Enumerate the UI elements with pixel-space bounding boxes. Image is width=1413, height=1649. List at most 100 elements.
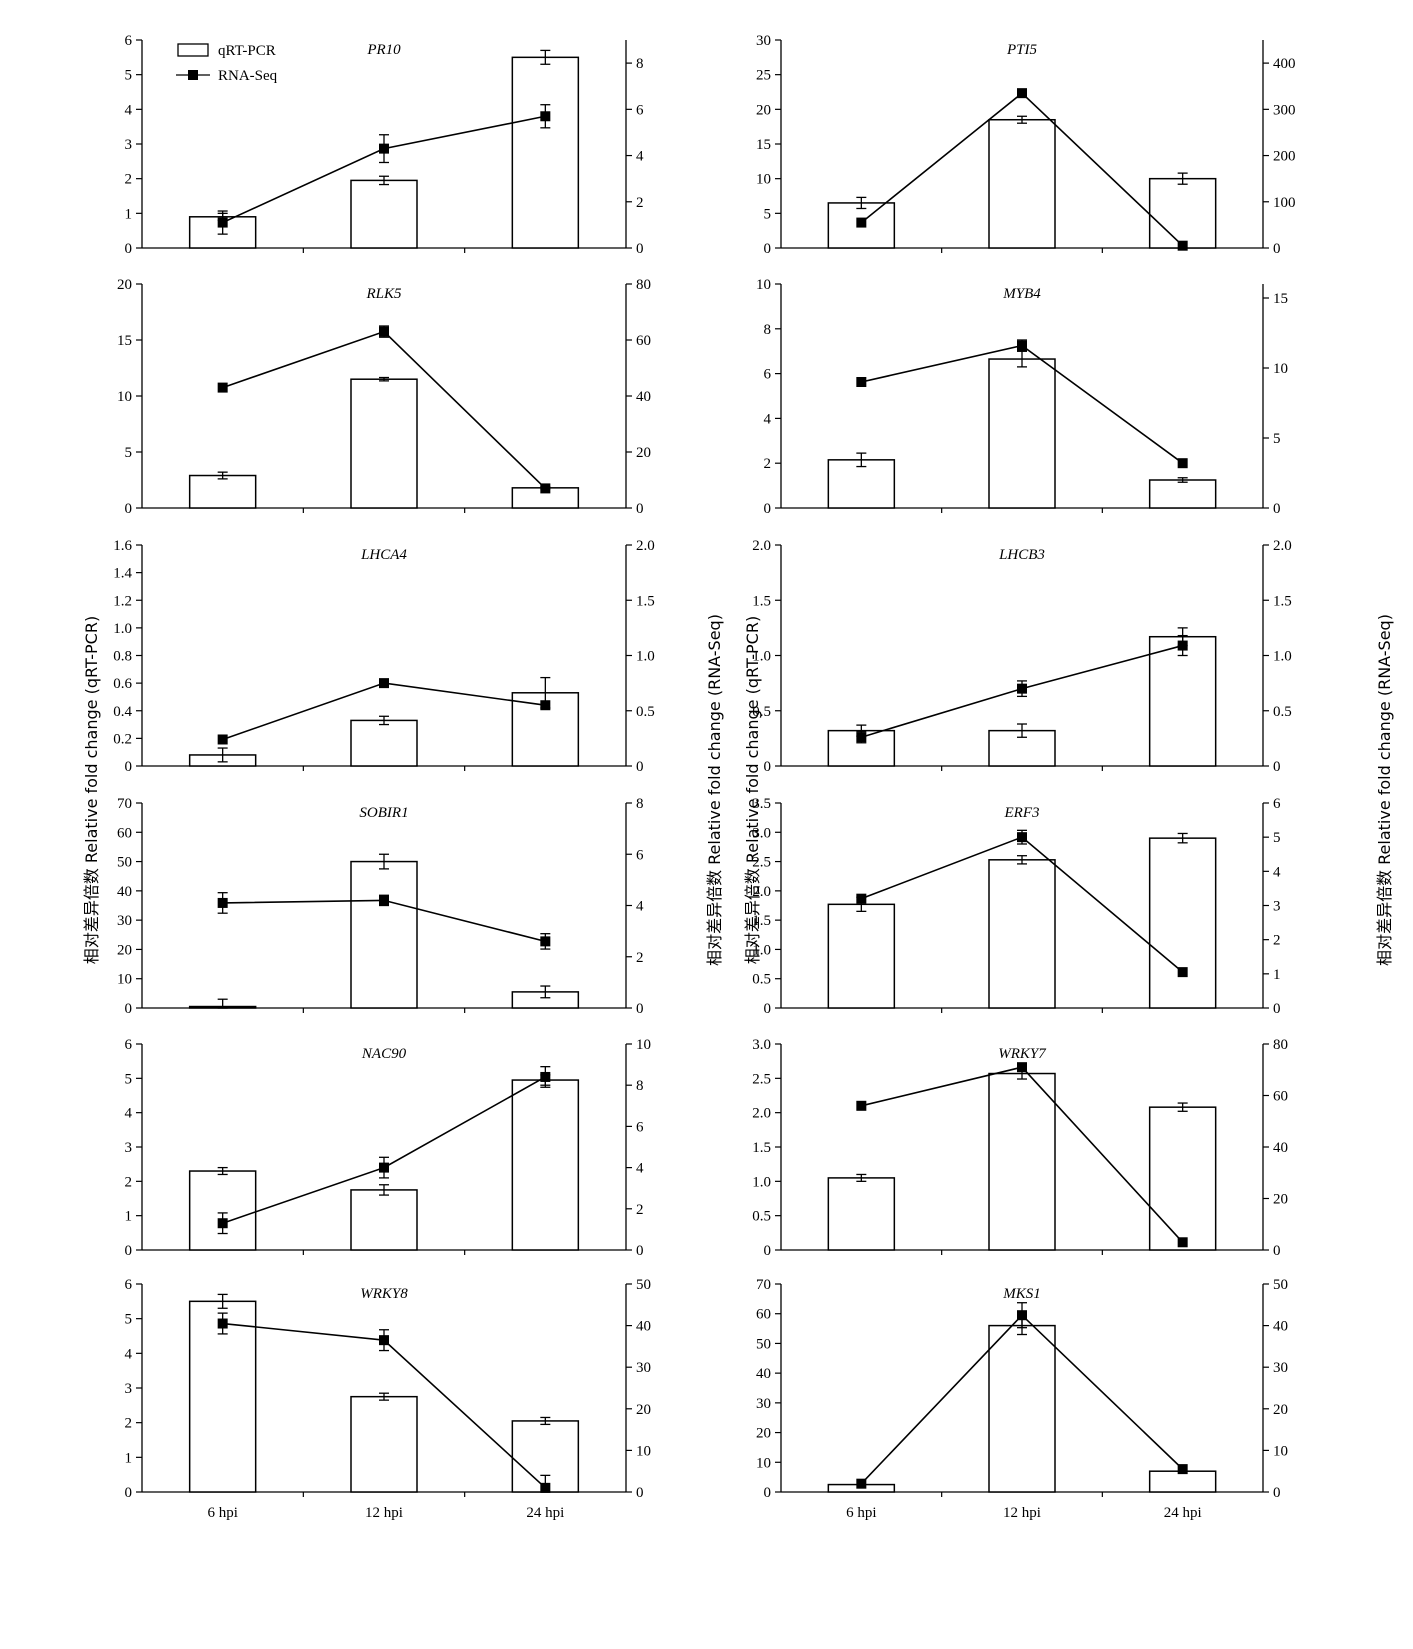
- panel-title: NAC90: [361, 1046, 407, 1062]
- y-tick-label-right: 4: [1273, 864, 1281, 880]
- y-tick-label-right: 1.5: [1273, 593, 1292, 609]
- panel-pr10: 0 1 2 3 4 5 6 0 2 4 6 8 PR10: [125, 33, 645, 257]
- y-tick-label-left: 50: [117, 855, 132, 871]
- y-tick-label-left: 0: [764, 1243, 772, 1259]
- y-axis-label-right-col1: 相对差异倍数 Relative fold change (RNA-Seq): [705, 614, 724, 966]
- y-tick-label-right: 0: [1273, 501, 1281, 517]
- y-tick-label-left: 60: [117, 825, 132, 841]
- y-tick-label-left: 30: [756, 1396, 771, 1412]
- y-tick-label-left: 1.5: [752, 1140, 771, 1156]
- y-tick-label-right: 60: [1273, 1089, 1288, 1105]
- y-tick-label-left: 5: [125, 1071, 133, 1087]
- bar: [988, 859, 1056, 1009]
- y-tick-label-left: 2.0: [752, 884, 771, 900]
- y-tick-label-left: 30: [756, 33, 771, 49]
- bar: [350, 179, 418, 249]
- y-tick-label-left: 5: [125, 68, 133, 84]
- y-tick-label-left: 0.5: [752, 972, 771, 988]
- panel-sobir1: 0 10 20 30 40 50 60 70 0 2 4 6 8 SOBIR1: [117, 796, 644, 1017]
- rna-seq-point: [540, 1482, 551, 1493]
- rna-seq-point: [856, 1100, 867, 1111]
- y-tick-label-left: 5: [764, 206, 772, 222]
- y-tick-label-left: 10: [117, 389, 132, 405]
- rna-seq-point: [856, 377, 867, 387]
- y-tick-label-left: 15: [117, 333, 132, 349]
- y-tick-label-left: 0.8: [113, 649, 132, 665]
- y-tick-label-left: 6: [125, 1277, 133, 1293]
- x-tick-label: 24 hpi: [1164, 1505, 1202, 1521]
- y-tick-label-left: 2.0: [752, 538, 771, 554]
- legend-bar-swatch: [177, 43, 209, 57]
- rna-seq-point: [1017, 1062, 1027, 1073]
- y-tick-label-right: 1.5: [636, 593, 655, 609]
- rna-seq-point: [1017, 1310, 1027, 1321]
- y-tick-label-right: 4: [636, 899, 644, 915]
- y-tick-label-right: 8: [636, 56, 644, 72]
- y-tick-label-right: 1.0: [636, 649, 655, 665]
- bar: [1148, 837, 1217, 1009]
- y-tick-label-left: 70: [117, 796, 132, 812]
- y-tick-label-right: 0: [636, 1485, 644, 1501]
- bar: [350, 1189, 418, 1251]
- y-tick-label-left: 1.0: [752, 649, 771, 665]
- y-tick-label-left: 0: [764, 1485, 772, 1501]
- y-tick-label-right: 8: [636, 1078, 644, 1094]
- y-tick-label-left: 1.0: [752, 942, 771, 958]
- rna-seq-point: [540, 1071, 551, 1082]
- y-tick-label-right: 20: [1273, 1402, 1288, 1418]
- y-axis-label-right-col2: 相对差异倍数 Relative fold change (RNA-Seq): [1375, 614, 1394, 966]
- y-tick-label-right: 10: [636, 1443, 651, 1459]
- y-tick-label-left: 10: [756, 277, 771, 293]
- y-tick-label-right: 0: [636, 1243, 644, 1259]
- legend-line-marker: [188, 70, 198, 80]
- y-tick-label-left: 3.5: [752, 796, 771, 812]
- y-tick-label-left: 0: [125, 1243, 133, 1259]
- y-tick-label-left: 4: [125, 1106, 133, 1122]
- rna-seq-point: [379, 678, 389, 689]
- y-tick-label-right: 6: [1273, 796, 1281, 812]
- panel-mks1: 0 10 20 30 40 50 60 70 0 10 20 30 40 50 MKS1 6 hpi 12 hp…: [756, 1277, 1288, 1521]
- y-tick-label-left: 0: [125, 759, 133, 775]
- y-tick-label-left: 6: [764, 367, 772, 383]
- y-tick-label-right: 10: [636, 1037, 651, 1053]
- y-tick-label-right: 0: [636, 1001, 644, 1017]
- rna-seq-point: [217, 897, 228, 908]
- bar: [1148, 177, 1217, 249]
- bar: [1148, 479, 1217, 509]
- rna-seq-point: [379, 1335, 389, 1346]
- legend-line-label: RNA-Seq: [218, 68, 278, 84]
- panel-title: LHCA4: [360, 547, 407, 563]
- bar: [988, 358, 1056, 509]
- y-tick-label-left: 3.0: [752, 825, 771, 841]
- rna-seq-point: [856, 893, 867, 904]
- y-tick-label-right: 300: [1273, 102, 1296, 118]
- x-tick-label: 6 hpi: [207, 1505, 237, 1521]
- y-tick-label-right: 2: [636, 195, 644, 211]
- y-tick-label-left: 4: [764, 411, 772, 427]
- rna-seq-point: [217, 734, 228, 745]
- y-tick-label-right: 0: [1273, 1001, 1281, 1017]
- y-tick-label-left: 1.5: [752, 913, 771, 929]
- bar: [511, 56, 580, 249]
- y-tick-label-left: 6: [125, 1037, 133, 1053]
- y-tick-label-right: 2.0: [636, 538, 655, 554]
- rna-seq-point: [856, 1478, 867, 1489]
- panel-erf3: 0 0.5 1.0 1.5 2.0 2.5 3.0 3.5 0 1 2 3 4 5 6 ERF3: [752, 796, 1281, 1017]
- y-tick-label-left: 3: [125, 1381, 133, 1397]
- y-tick-label-right: 6: [636, 102, 644, 118]
- rna-seq-point: [1017, 88, 1027, 99]
- rna-seq-point: [856, 217, 867, 228]
- y-tick-label-right: 10: [1273, 361, 1288, 377]
- y-tick-label-right: 60: [636, 333, 651, 349]
- y-tick-label-left: 1: [125, 1450, 133, 1466]
- y-tick-label-right: 20: [1273, 1192, 1288, 1208]
- panel-nac90: 0 1 2 3 4 5 6 0 2 4 6 8 10 NAC90: [125, 1037, 652, 1259]
- y-tick-label-right: 2.0: [1273, 538, 1292, 554]
- y-tick-label-left: 1: [125, 1209, 133, 1225]
- y-tick-label-right: 400: [1273, 56, 1296, 72]
- panel-title: SOBIR1: [359, 805, 408, 821]
- y-tick-label-right: 0: [636, 759, 644, 775]
- y-tick-label-right: 4: [636, 1161, 644, 1177]
- bar: [1148, 1470, 1217, 1493]
